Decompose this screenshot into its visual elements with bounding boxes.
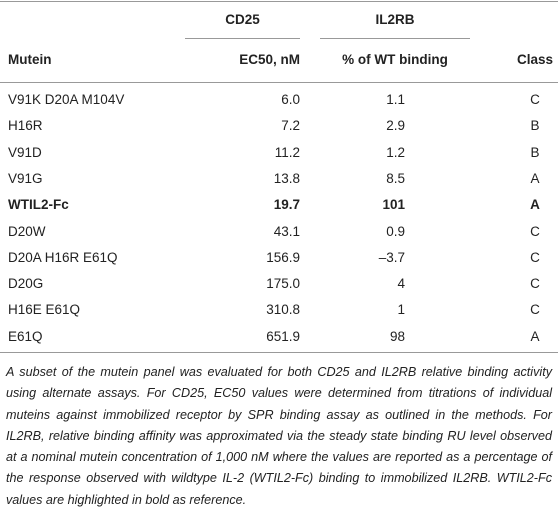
binding-cell: 1 bbox=[397, 302, 405, 318]
mutein-cell: D20G bbox=[8, 276, 44, 292]
class-cell: C bbox=[530, 276, 540, 292]
class-cell: C bbox=[530, 223, 540, 239]
class-cell: B bbox=[530, 144, 540, 160]
ec50-cell: 7.2 bbox=[281, 118, 300, 134]
mutein-cell: D20A H16R E61Q bbox=[8, 249, 118, 265]
mutein-cell: H16R bbox=[8, 118, 43, 134]
class-cell: A bbox=[530, 170, 540, 186]
binding-cell: 4 bbox=[397, 276, 405, 292]
ec50-cell: 13.8 bbox=[273, 170, 300, 186]
group-rule bbox=[320, 38, 470, 39]
ec50-cell: 156.9 bbox=[266, 249, 300, 265]
mutein-cell: V91D bbox=[8, 144, 42, 160]
group-header: IL2RB bbox=[375, 12, 415, 27]
column-header: % of WT binding bbox=[342, 52, 448, 67]
footnote: A subset of the mutein panel was evaluat… bbox=[6, 365, 552, 507]
class-cell: A bbox=[530, 328, 540, 344]
binding-cell: 8.5 bbox=[386, 170, 405, 186]
class-cell: A bbox=[530, 197, 540, 213]
column-header: Class bbox=[516, 52, 554, 67]
ec50-cell: 43.1 bbox=[273, 223, 300, 239]
class-cell: C bbox=[530, 92, 540, 107]
group-header: CD25 bbox=[225, 12, 260, 27]
column-header: EC50, nM bbox=[239, 52, 300, 67]
binding-cell: 2.9 bbox=[386, 118, 405, 134]
group-rule bbox=[185, 38, 300, 39]
ec50-cell: 11.2 bbox=[274, 144, 300, 160]
column-header: Mutein bbox=[8, 52, 52, 67]
mutein-cell: E61Q bbox=[8, 328, 43, 344]
binding-cell: 1.2 bbox=[386, 144, 405, 160]
ec50-cell: 19.7 bbox=[273, 197, 300, 213]
mutein-cell: D20W bbox=[8, 223, 46, 239]
ec50-cell: 651.9 bbox=[266, 328, 300, 344]
class-cell: C bbox=[530, 302, 540, 318]
binding-cell: –3.7 bbox=[378, 249, 405, 265]
header-rule bbox=[0, 82, 558, 83]
mutein-cell: V91K D20A M104V bbox=[8, 92, 125, 107]
binding-cell: 98 bbox=[389, 328, 405, 344]
mutein-cell: H16E E61Q bbox=[8, 302, 81, 318]
ec50-cell: 175.0 bbox=[266, 276, 300, 292]
binding-cell: 1.1 bbox=[386, 92, 405, 107]
mutein-cell: WTIL2-Fc bbox=[8, 197, 69, 213]
bottom-rule bbox=[0, 352, 558, 353]
class-cell: C bbox=[530, 249, 540, 265]
top-rule bbox=[0, 1, 558, 2]
binding-cell: 101 bbox=[382, 197, 405, 213]
class-cell: B bbox=[530, 118, 540, 134]
ec50-cell: 310.8 bbox=[266, 302, 300, 318]
ec50-cell: 6.0 bbox=[281, 92, 300, 107]
mutein-cell: V91G bbox=[8, 170, 43, 186]
binding-cell: 0.9 bbox=[386, 223, 405, 239]
